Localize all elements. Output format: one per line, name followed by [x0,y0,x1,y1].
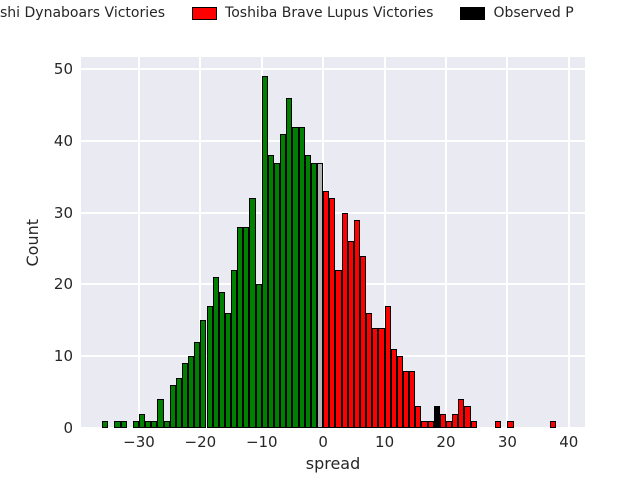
histogram-bar-green-x-36 [102,420,109,428]
x-axis-label: spread [305,454,361,473]
histogram-bar-red-x20 [445,420,453,428]
histogram-bar-red-x17 [427,420,434,428]
gridline-x-40 [567,57,570,428]
gridline-x--20 [199,57,202,428]
gridline-x-20 [444,57,447,428]
histogram-bar-green-x-9 [267,155,275,428]
histogram-bar-green-x-14 [237,227,244,428]
histogram-bar-green-x-24 [175,377,182,428]
histogram-bar-green-x-30 [138,413,146,428]
gridline-x--30 [137,57,140,428]
x-tick-label-0: 0 [318,433,328,451]
histogram-bar-red-x16 [421,420,428,428]
histogram-bar-green-x-26 [163,420,170,428]
y-tick-label-50: 50 [53,60,73,79]
histogram-bar-green-x-6 [286,97,293,428]
plot-area [81,57,585,429]
x-tick-label-30: 30 [497,433,517,451]
y-tick-label-0: 0 [63,419,73,437]
x-tick-label--20: −20 [184,433,217,451]
histogram-bar-green-x-5 [292,126,299,428]
legend-item-toshiba: Toshiba Brave Lupus Victories [192,3,433,23]
histogram-bar-red-x4 [347,241,354,428]
histogram-bar-red-x22 [458,399,465,428]
histogram-bar-green-x-33 [120,420,127,428]
y-tick-label-20: 20 [53,275,73,294]
histogram-bar-green-x-12 [249,198,256,428]
histogram-bar-red-x30 [507,420,514,428]
histogram-bar-green-x-31 [132,420,139,428]
x-tick-label-20: 20 [436,433,456,451]
y-tick-label-10: 10 [53,347,73,366]
x-tick-label--30: −30 [123,433,155,451]
gridline-x-30 [506,57,509,428]
histogram-bar-green-x-4 [298,126,305,428]
histogram-bar-tie-x-1 [317,162,324,428]
x-tick-label-10: 10 [375,433,395,451]
histogram-bar-red-x28 [495,420,502,428]
histogram-bar-red-x3 [341,212,348,428]
histogram-bar-green-x-10 [261,76,268,428]
histogram-bar-green-x-3 [304,155,311,428]
histogram-bar-red-x12 [396,356,403,428]
histogram-bar-red-x13 [403,370,410,428]
histogram-bar-green-x-20 [200,320,207,428]
histogram-bar-red-x7 [366,313,373,428]
histogram-bar-red-x24 [470,420,477,428]
gridline-x-10 [383,57,386,428]
histogram-bar-red-x8 [372,327,379,428]
legend-label-toshiba: Toshiba Brave Lupus Victories [225,5,434,21]
histogram-bar-red-x14 [409,370,416,428]
legend-swatch-observed-hatch-icon [460,6,486,20]
histogram-bar-green-x-2 [310,162,317,428]
histogram-bar-green-x-7 [280,133,287,428]
y-axis-label: Count [22,218,42,267]
histogram-bar-red-x10 [384,306,391,428]
histogram-bar-green-x-27 [157,399,164,428]
legend-item-dynaboars: shi Dynaboars Victories [0,3,165,23]
histogram-bar-red-x23 [464,406,471,428]
histogram-bar-green-x-13 [243,227,250,428]
legend: shi Dynaboars Victories Toshiba Brave Lu… [0,3,640,23]
legend-swatch-toshiba [192,6,218,20]
histogram-bar-green-x-18 [212,277,219,428]
histogram-bar-green-x-8 [274,162,281,428]
histogram-bar-green-x-19 [206,306,213,428]
legend-label-dynaboars: shi Dynaboars Victories [0,5,166,21]
x-tick-label--10: −10 [245,433,278,451]
histogram-bar-green-x-11 [255,284,262,428]
histogram-bar-red-x15 [415,406,422,428]
histogram-bar-red-x19 [439,413,446,428]
histogram-bar-green-x-29 [145,420,152,428]
gridline-y-40 [81,139,585,142]
histogram-bar-green-x-34 [114,420,121,428]
histogram-bar-red-x11 [390,349,397,428]
y-tick-label-40: 40 [53,131,73,150]
y-tick-label-30: 30 [53,203,73,222]
gridline-y-0 [81,427,585,429]
legend-item-observed: Observed P [460,3,574,23]
legend-label-observed: Observed P [493,5,574,21]
histogram-bar-green-x-17 [218,291,225,428]
histogram-bar-green-x-22 [188,356,195,428]
histogram-bar-red-x0 [323,191,330,428]
histogram-bar-green-x-21 [194,341,201,428]
histogram-bar-green-x-16 [224,313,232,428]
histogram-bar-red-x6 [360,255,367,428]
histogram-bar-red-x21 [452,413,459,428]
x-tick-label-40: 40 [559,433,579,451]
histogram-bar-red-x37 [550,420,557,428]
histogram-bar-red-x1 [329,198,336,428]
histogram-bar-red-x2 [335,270,342,428]
histogram-bar-green-x-25 [169,384,176,428]
histogram-bar-red-x9 [378,327,385,428]
gridline-y-50 [81,68,585,71]
histogram-bar-green-x-28 [151,420,158,428]
histogram-bar-red-x5 [353,219,360,428]
histogram-bar-green-x-15 [231,270,238,428]
observed-marker-bar [433,406,440,428]
histogram-bar-green-x-23 [181,363,189,428]
